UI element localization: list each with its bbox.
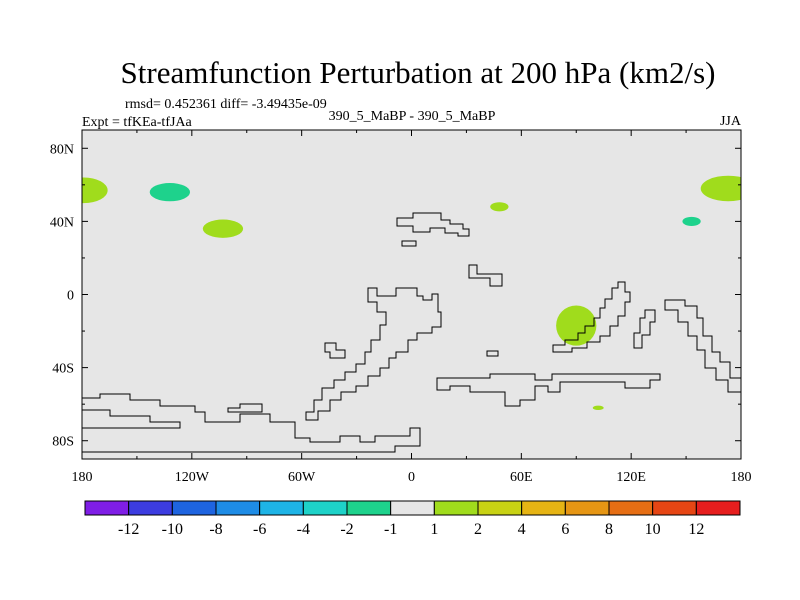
colorbar-label-9: 4 xyxy=(518,521,526,538)
colorbar-swatch-1 xyxy=(128,500,173,516)
colorbar-label-11: 8 xyxy=(605,521,613,538)
colorbar-label-2: -8 xyxy=(209,521,222,538)
colorbar-swatch-13 xyxy=(652,500,697,516)
anomaly-patch-7 xyxy=(592,405,604,411)
y-tick-label-2: 0 xyxy=(67,289,74,304)
y-tick-label-4: 80S xyxy=(52,435,74,450)
colorbar-swatch-8 xyxy=(433,500,479,516)
x-tick-label-2: 60W xyxy=(288,470,316,485)
map-panel: 180 120W 60W 0 60E 120E 180 80N 40N 0 40S 80S xyxy=(50,129,752,485)
coastline-middle-east xyxy=(468,264,503,287)
colorbar-label-3: -6 xyxy=(253,521,266,538)
colorbar-swatch-6 xyxy=(346,500,392,516)
x-tick-label-4: 60E xyxy=(510,470,533,485)
coastline-asia-west xyxy=(552,281,631,353)
coastline-asia-east xyxy=(633,299,741,393)
coastline-antarctica xyxy=(82,393,421,453)
colorbar-swatch-10 xyxy=(521,500,566,516)
colorbar-label-6: -1 xyxy=(384,521,397,538)
colorbar-swatch-14 xyxy=(695,500,741,516)
comparison-text: 390_5_MaBP - 390_5_MaBP xyxy=(329,109,496,124)
anomaly-patch-2 xyxy=(202,219,244,238)
anomaly-patch-4 xyxy=(682,216,701,226)
x-tick-label-1: 120W xyxy=(175,470,210,485)
anomaly-patch-5 xyxy=(700,175,741,202)
colorbar-label-12: 10 xyxy=(645,521,661,538)
anomaly-patch-3 xyxy=(490,202,509,212)
stats-text: rmsd= 0.452361 diff= -3.49435e-09 xyxy=(125,97,327,112)
coastline-south-america xyxy=(305,287,442,421)
season-text: JJA xyxy=(720,114,742,129)
coastline-europe xyxy=(396,212,470,237)
colorbar-swatch-3 xyxy=(215,500,261,516)
experiment-text: Expt = tfKEa-tfJAa xyxy=(82,115,193,130)
colorbar-swatch-11 xyxy=(564,500,610,516)
tick-layer: 180 120W 60W 0 60E 120E 180 80N 40N 0 40S 80S xyxy=(50,130,752,485)
colorbar-swatch-7 xyxy=(390,500,435,516)
y-tick-label-3: 40S xyxy=(52,362,74,377)
coastline-britain xyxy=(401,240,417,247)
anomaly-layer xyxy=(82,175,741,411)
anomaly-patch-1 xyxy=(149,183,191,202)
colorbar-label-13: 12 xyxy=(688,521,704,538)
colorbar-swatch-5 xyxy=(302,500,348,516)
anomaly-patch-0 xyxy=(82,177,108,204)
y-tick-label-0: 80N xyxy=(50,142,74,157)
coastline-southern-band xyxy=(436,373,661,407)
colorbar-label-5: -2 xyxy=(340,521,353,538)
x-tick-label-3: 0 xyxy=(408,470,415,485)
y-tick-label-1: 40N xyxy=(50,215,74,230)
colorbar-swatch-4 xyxy=(259,500,304,516)
colorbar-swatch-2 xyxy=(171,500,217,516)
x-tick-label-0: 180 xyxy=(72,470,93,485)
coastline-islands xyxy=(324,342,499,359)
coastlines xyxy=(82,212,741,453)
colorbar-label-1: -10 xyxy=(162,521,183,538)
colorbar-swatch-12 xyxy=(608,500,654,516)
colorbar-label-4: -4 xyxy=(297,521,310,538)
x-tick-label-6: 180 xyxy=(731,470,752,485)
colorbar-label-0: -12 xyxy=(118,521,139,538)
x-tick-label-5: 120E xyxy=(616,470,646,485)
chart-title: Streamfunction Perturbation at 200 hPa (… xyxy=(121,55,716,90)
colorbar-label-8: 2 xyxy=(474,521,482,538)
colorbar-swatch-9 xyxy=(477,500,523,516)
map-background xyxy=(82,130,741,459)
colorbar-label-10: 6 xyxy=(561,521,569,538)
colorbar: -12 -10 -8 -6 -4 -2 -1 1 2 4 6 8 10 12 xyxy=(84,500,741,538)
colorbar-swatch-0 xyxy=(84,500,130,516)
anomaly-patch-6 xyxy=(556,305,597,346)
colorbar-label-7: 1 xyxy=(430,521,438,538)
